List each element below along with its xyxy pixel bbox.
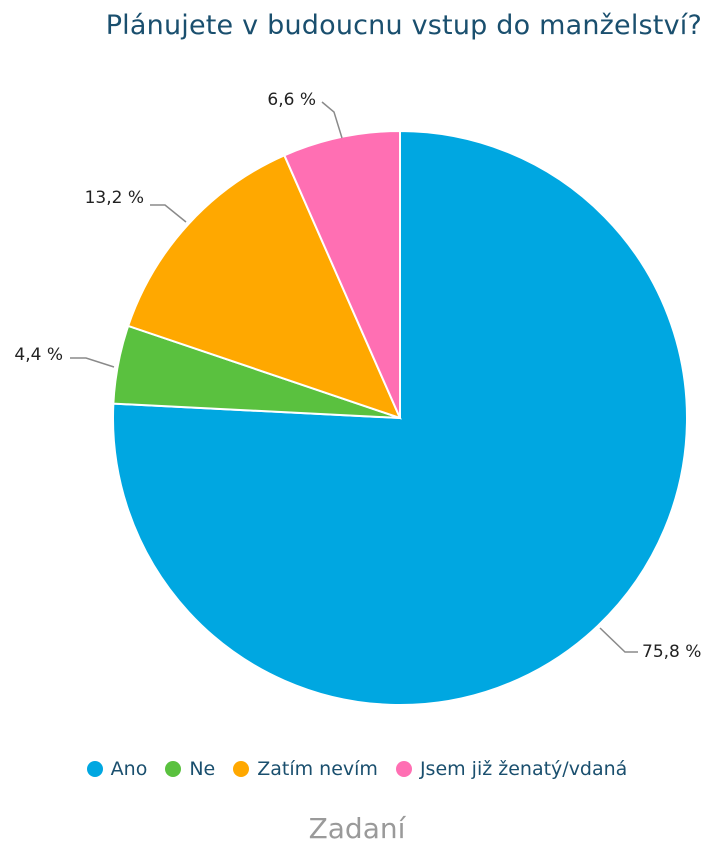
pie-slice-ano[interactable] <box>111 129 688 706</box>
legend-label-ne: Ne <box>189 758 216 780</box>
legend-marker-ne <box>165 761 182 777</box>
leader-line <box>70 357 115 368</box>
chart-title: Plánujete v budoucnu vstup do manželství… <box>105 10 702 41</box>
leader-line <box>150 204 187 223</box>
legend-item-jsem-jiz[interactable]: Jsem již ženatý/vdaná <box>395 758 628 780</box>
legend-marker-zatim-nevim <box>233 761 250 777</box>
slice-data-label: 6,6 % <box>267 90 316 110</box>
legend-item-ano[interactable]: Ano <box>86 758 148 780</box>
slice-data-label: 13,2 % <box>85 188 144 208</box>
pie-slice-jsem-ji-enat-vdan-[interactable] <box>283 129 401 419</box>
legend-item-zatim-nevim[interactable]: Zatím nevím <box>233 758 378 780</box>
slice-data-label: 75,8 % <box>642 642 701 662</box>
slice-labels: 75,8 % 4,4 % 13,2 % 6,6 % <box>14 90 701 662</box>
legend-marker-jsem-jiz <box>395 761 412 777</box>
legend-item-ne[interactable]: Ne <box>165 758 215 780</box>
slice-data-label: 4,4 % <box>14 345 63 365</box>
legend: Ano Ne Zatím nevím Jsem již ženatý/vdaná <box>0 758 714 780</box>
leader-line <box>599 627 638 653</box>
leader-lines <box>70 101 638 653</box>
legend-label-zatim-nevim: Zatím nevím <box>257 758 378 780</box>
legend-label-ano: Ano <box>110 758 148 780</box>
legend-marker-ano <box>86 761 103 777</box>
pie-slice-zat-m-nev-m[interactable] <box>126 154 402 420</box>
leader-line <box>321 101 343 139</box>
footer-caption: Zadaní <box>308 812 406 845</box>
pie-chart: 75,8 % 4,4 % 13,2 % 6,6 % <box>14 90 701 706</box>
legend-label-jsem-jiz: Jsem již ženatý/vdaná <box>419 758 628 780</box>
pie-slices <box>111 129 688 706</box>
